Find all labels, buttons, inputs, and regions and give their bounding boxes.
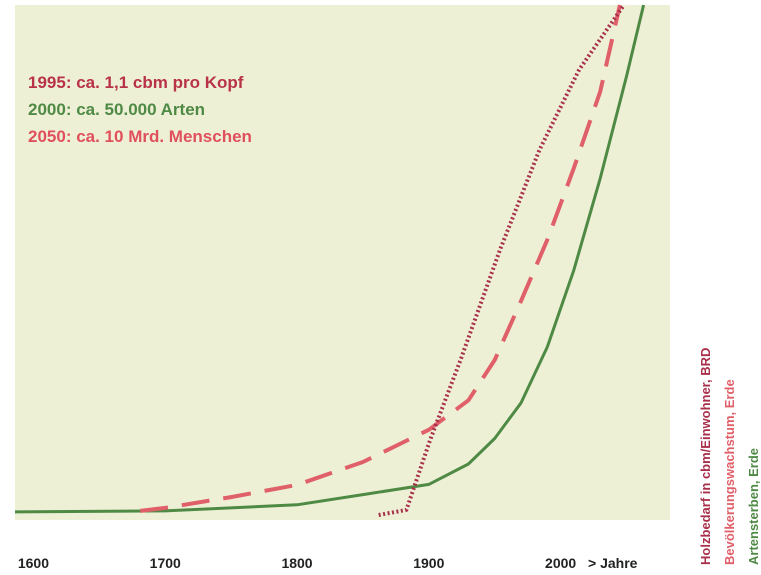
series-line bbox=[139, 4, 622, 513]
legend-entry: Bevölkerungswachstum, Erde bbox=[722, 379, 737, 565]
legend-entry: Holzbedarf in cbm/Einwohner, BRD bbox=[698, 348, 713, 565]
annotation: 2000: ca. 50.000 Arten bbox=[28, 100, 205, 119]
x-tick-label: 1900 bbox=[413, 555, 444, 571]
x-axis-label: > Jahre bbox=[588, 555, 638, 571]
x-tick-label: 1800 bbox=[281, 555, 312, 571]
legend-entry: Artensterben, Erde bbox=[746, 448, 761, 565]
series-line bbox=[14, 4, 646, 514]
x-tick-label: 2000 bbox=[545, 555, 576, 571]
x-tick-label: 1600 bbox=[18, 555, 49, 571]
annotation: 2050: ca. 10 Mrd. Menschen bbox=[28, 127, 252, 146]
annotation: 1995: ca. 1,1 cbm pro Kopf bbox=[28, 73, 244, 92]
x-tick-label: 1700 bbox=[150, 555, 181, 571]
plot-background bbox=[15, 5, 670, 520]
series-line bbox=[378, 3, 626, 517]
